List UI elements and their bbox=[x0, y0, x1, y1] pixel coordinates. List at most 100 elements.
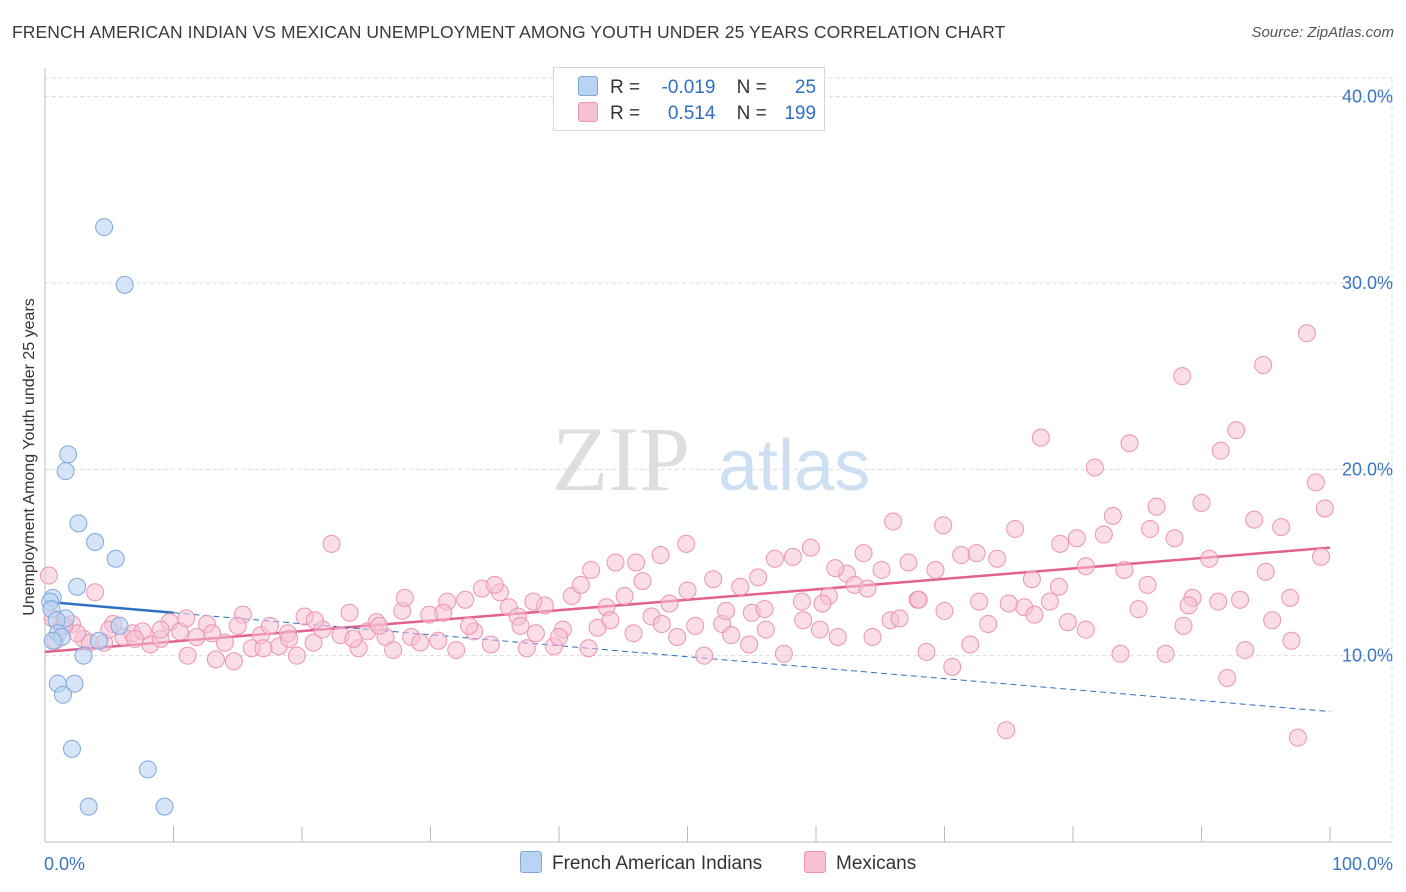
mexicans-point bbox=[86, 583, 105, 602]
mexicans-point bbox=[1254, 355, 1273, 374]
mexicans-point bbox=[1165, 529, 1184, 548]
mexicans-point bbox=[526, 624, 545, 643]
mexicans-point bbox=[704, 570, 723, 589]
french-american-indians-point bbox=[115, 275, 134, 294]
watermark: ZIP atlas bbox=[552, 408, 870, 510]
mexicans-point bbox=[1031, 428, 1050, 447]
french-american-indians-point bbox=[74, 646, 93, 665]
mexicans-point bbox=[1085, 458, 1104, 477]
legend-swatch-pink bbox=[804, 851, 826, 873]
mexicans-point bbox=[627, 553, 646, 572]
mexicans-point bbox=[228, 616, 247, 635]
mexicans-point bbox=[952, 546, 971, 565]
chart-title: FRENCH AMERICAN INDIAN VS MEXICAN UNEMPL… bbox=[12, 22, 1006, 42]
mexicans-point bbox=[884, 512, 903, 531]
axis-labels: 10.0% 20.0% 30.0% 40.0% 0.0% 100.0% Unemployme… bbox=[21, 87, 1393, 874]
french-american-indians-point bbox=[86, 532, 105, 551]
mexicans-point bbox=[934, 516, 953, 535]
mexicans-point bbox=[1306, 473, 1325, 492]
mexicans-point bbox=[1174, 616, 1193, 635]
mexicans-point bbox=[1211, 441, 1230, 460]
mexicans-point bbox=[524, 592, 543, 611]
legend-swatch-blue bbox=[578, 76, 598, 96]
x-tick-label-max: 100.0% bbox=[1332, 854, 1393, 874]
mexicans-point bbox=[615, 587, 634, 606]
mexicans-point bbox=[456, 590, 475, 609]
mexicans-point bbox=[287, 646, 306, 665]
bottom-legend-label: Mexicans bbox=[836, 853, 917, 874]
x-tick-label-min: 0.0% bbox=[44, 854, 85, 874]
mexicans-point bbox=[967, 544, 986, 563]
watermark-zip: ZIP bbox=[552, 408, 690, 510]
mexicans-point bbox=[899, 553, 918, 572]
mexicans-point bbox=[481, 635, 500, 654]
french-american-indians-points bbox=[41, 218, 174, 816]
mexicans-point bbox=[1049, 577, 1068, 596]
french-american-indians-point bbox=[43, 631, 62, 650]
legend-r-value: 0.514 bbox=[667, 103, 716, 124]
mexicans-point bbox=[1103, 506, 1122, 525]
mexicans-point bbox=[774, 644, 793, 663]
mexicans-point bbox=[1006, 519, 1025, 538]
mexicans-point bbox=[872, 560, 891, 579]
mexicans-point bbox=[1245, 510, 1264, 529]
mexicans-point bbox=[1051, 534, 1070, 553]
mexicans-point bbox=[260, 616, 279, 635]
mexicans-point bbox=[1297, 324, 1316, 343]
legend-n-label: N = bbox=[736, 103, 767, 124]
mexicans-point bbox=[571, 575, 590, 594]
mexicans-point bbox=[783, 547, 802, 566]
mexicans-point bbox=[606, 553, 625, 572]
mexicans-point bbox=[935, 601, 954, 620]
correlation-legend: R = -0.019 N = 25 R = 0.514 N = 199 bbox=[553, 67, 825, 131]
mexicans-point bbox=[695, 646, 714, 665]
y-tick-label: 10.0% bbox=[1342, 646, 1393, 666]
mexicans-point bbox=[1192, 493, 1211, 512]
mexicans-point bbox=[384, 641, 403, 660]
french-american-indians-trend-extension bbox=[173, 612, 1331, 713]
mexicans-point bbox=[322, 534, 341, 553]
mexicans-point bbox=[1022, 570, 1041, 589]
french-american-indians-point bbox=[59, 445, 78, 464]
mexicans-point bbox=[740, 635, 759, 654]
french-american-indians-point bbox=[110, 616, 129, 635]
mexicans-point bbox=[1312, 547, 1331, 566]
mexicans-point bbox=[304, 633, 323, 652]
mexicans-point bbox=[1256, 562, 1275, 581]
mexicans-point bbox=[652, 614, 671, 633]
mexicans-point bbox=[434, 603, 453, 622]
mexicans-point bbox=[890, 609, 909, 628]
mexicans-point bbox=[660, 594, 679, 613]
mexicans-point bbox=[917, 642, 936, 661]
mexicans-point bbox=[1282, 631, 1301, 650]
mexicans-point bbox=[151, 620, 170, 639]
french-american-indians-point bbox=[95, 218, 114, 237]
mexicans-point bbox=[1040, 592, 1059, 611]
mexicans-point bbox=[579, 639, 598, 658]
mexicans-point bbox=[1141, 519, 1160, 538]
french-american-indians-point bbox=[106, 549, 125, 568]
mexicans-point bbox=[1147, 497, 1166, 516]
source-label: Source: ZipAtlas.com bbox=[1251, 24, 1394, 41]
legend-row-mexicans: R = 0.514 N = 199 bbox=[578, 102, 816, 126]
mexicans-point bbox=[254, 639, 273, 658]
y-tick-label: 30.0% bbox=[1342, 273, 1393, 293]
french-american-indians-point bbox=[53, 685, 72, 704]
legend-row-french-american-indians: R = -0.019 N = 25 bbox=[578, 76, 816, 100]
mexicans-point bbox=[997, 721, 1016, 740]
french-american-indians-point bbox=[155, 797, 174, 816]
mexicans-trend-line bbox=[44, 546, 1331, 654]
mexicans-point bbox=[717, 601, 736, 620]
mexicans-point bbox=[177, 609, 196, 628]
mexicans-point bbox=[755, 600, 774, 619]
mexicans-point bbox=[280, 629, 299, 648]
legend-n-label: N = bbox=[736, 77, 767, 98]
mexicans-point bbox=[677, 534, 696, 553]
mexicans-point bbox=[979, 614, 998, 633]
mexicans-point bbox=[1231, 590, 1250, 609]
mexicans-point bbox=[178, 646, 197, 665]
mexicans-point bbox=[1173, 367, 1192, 386]
mexicans-point bbox=[1156, 644, 1175, 663]
mexicans-point bbox=[39, 566, 58, 585]
